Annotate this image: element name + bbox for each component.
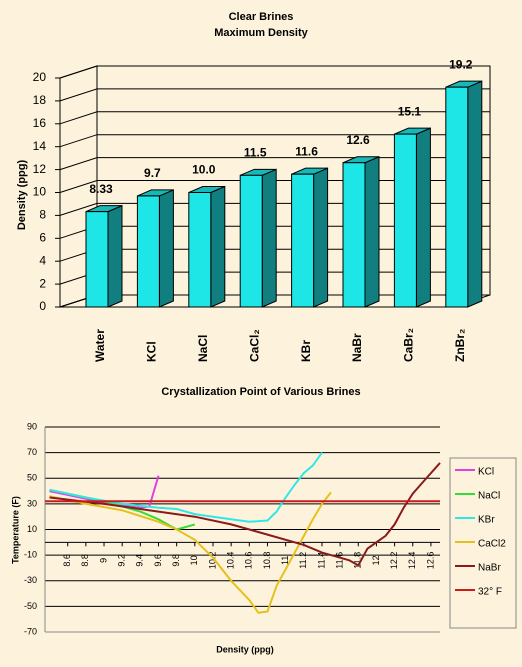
value-label: 11.5 [244,145,267,159]
bar-side [313,167,329,308]
value-label: 10.0 [192,163,216,177]
x-tick-label: 8.8 [80,554,90,567]
series-line [49,452,323,523]
x-tick-label: Water [93,329,107,362]
x-tick-label: CaCl₂ [247,329,261,362]
bar [445,86,469,308]
x-tick-label: 11.8 [353,552,363,569]
y-tick-label: -50 [24,601,37,611]
x-tick-label: ZnBr₂ [453,329,467,362]
bar [188,192,212,308]
bar-subtitle: Maximum Density [214,27,308,39]
series-line [49,491,332,614]
x-tick-label: 9.8 [171,554,181,567]
x-tick-label: 9.4 [135,554,145,567]
bar-side [158,189,174,308]
y-tick-label: 10 [27,524,37,534]
x-tick-label: 12 [371,555,381,565]
y-tick-label: 18 [33,93,47,107]
bar [136,195,160,308]
bar [342,162,366,308]
y-tick-label: 8 [39,208,46,222]
bar-side [107,204,123,308]
bar-side [364,155,380,308]
x-tick-label: 12.6 [425,552,435,570]
x-tick-label: CaBr₂ [402,328,416,362]
x-tick-label: 11.6 [334,552,344,569]
legend-label: CaCl2 [478,539,506,550]
x-tick-label: KBr [299,340,313,362]
grid-line [59,88,490,102]
x-tick-label: 12.2 [389,552,399,570]
bar [291,173,315,308]
y-tick-label: 16 [33,116,47,130]
bar-y-label: Density (ppg) [16,160,28,231]
bar-side [467,80,483,308]
y-tick-label: 90 [27,421,37,431]
y-tick-label: 2 [39,276,46,290]
legend-label: NaCl [478,491,500,502]
grid-line [59,65,490,79]
y-tick-label: 14 [33,139,47,153]
x-tick-label: 8.6 [62,554,72,567]
bar-side [415,127,431,308]
x-tick-label: 10.6 [244,552,254,570]
bar [85,211,109,308]
y-tick-label: 0 [39,299,46,313]
legend-label: KBr [478,515,495,526]
y-tick-label: 20 [33,70,47,84]
x-tick-label: 11.4 [316,552,326,569]
line-title: Crystallization Point of Various Brines [161,386,360,398]
x-tick-label: NaBr [350,333,364,362]
grid-line [59,134,490,148]
y-tick-label: -10 [24,550,37,560]
legend-label: 32° F [478,587,502,598]
x-tick-label: 10.8 [262,552,272,570]
y-tick-label: -70 [24,626,37,636]
value-label: 12.6 [346,133,370,147]
x-tick-label: 10 [189,555,199,565]
x-tick-label: 12.4 [407,552,417,570]
bar [239,174,263,308]
legend-label: NaBr [478,563,501,574]
value-label: 15.1 [398,104,422,118]
y-tick-label: 30 [27,498,37,508]
x-tick-label: 11 [280,556,290,565]
bar-side [261,168,277,308]
value-label: 8.33 [89,182,113,196]
legend-label: KCl [478,467,494,478]
value-label: 9.7 [144,166,161,180]
line-y-label: Temperature (F) [10,496,20,564]
x-tick-label: 10.4 [226,552,236,570]
x-tick-label: 10.2 [207,552,217,570]
x-tick-label: 11.2 [298,552,308,569]
bar-side [210,185,226,308]
y-tick-label: 6 [39,230,46,244]
x-tick-label: NaCl [196,335,210,362]
x-tick-label: 9.2 [117,554,127,567]
grid-line [59,111,490,125]
y-tick-label: -30 [24,575,37,585]
x-tick-label: 9.6 [153,554,163,567]
y-tick-label: 50 [27,473,37,483]
bar [393,133,417,308]
bar-title: Clear Brines [229,11,294,23]
y-tick-label: 12 [33,162,47,176]
line-x-label: Density (ppg) [216,644,274,654]
x-tick-label: KCl [145,341,159,362]
value-label: 11.6 [295,144,318,158]
y-tick-label: 10 [33,185,47,199]
series-line [49,462,441,567]
x-tick-label: 9 [98,558,108,563]
value-label: 19.2 [449,57,473,71]
y-tick-label: 4 [39,253,46,267]
y-tick-label: 70 [27,447,37,457]
